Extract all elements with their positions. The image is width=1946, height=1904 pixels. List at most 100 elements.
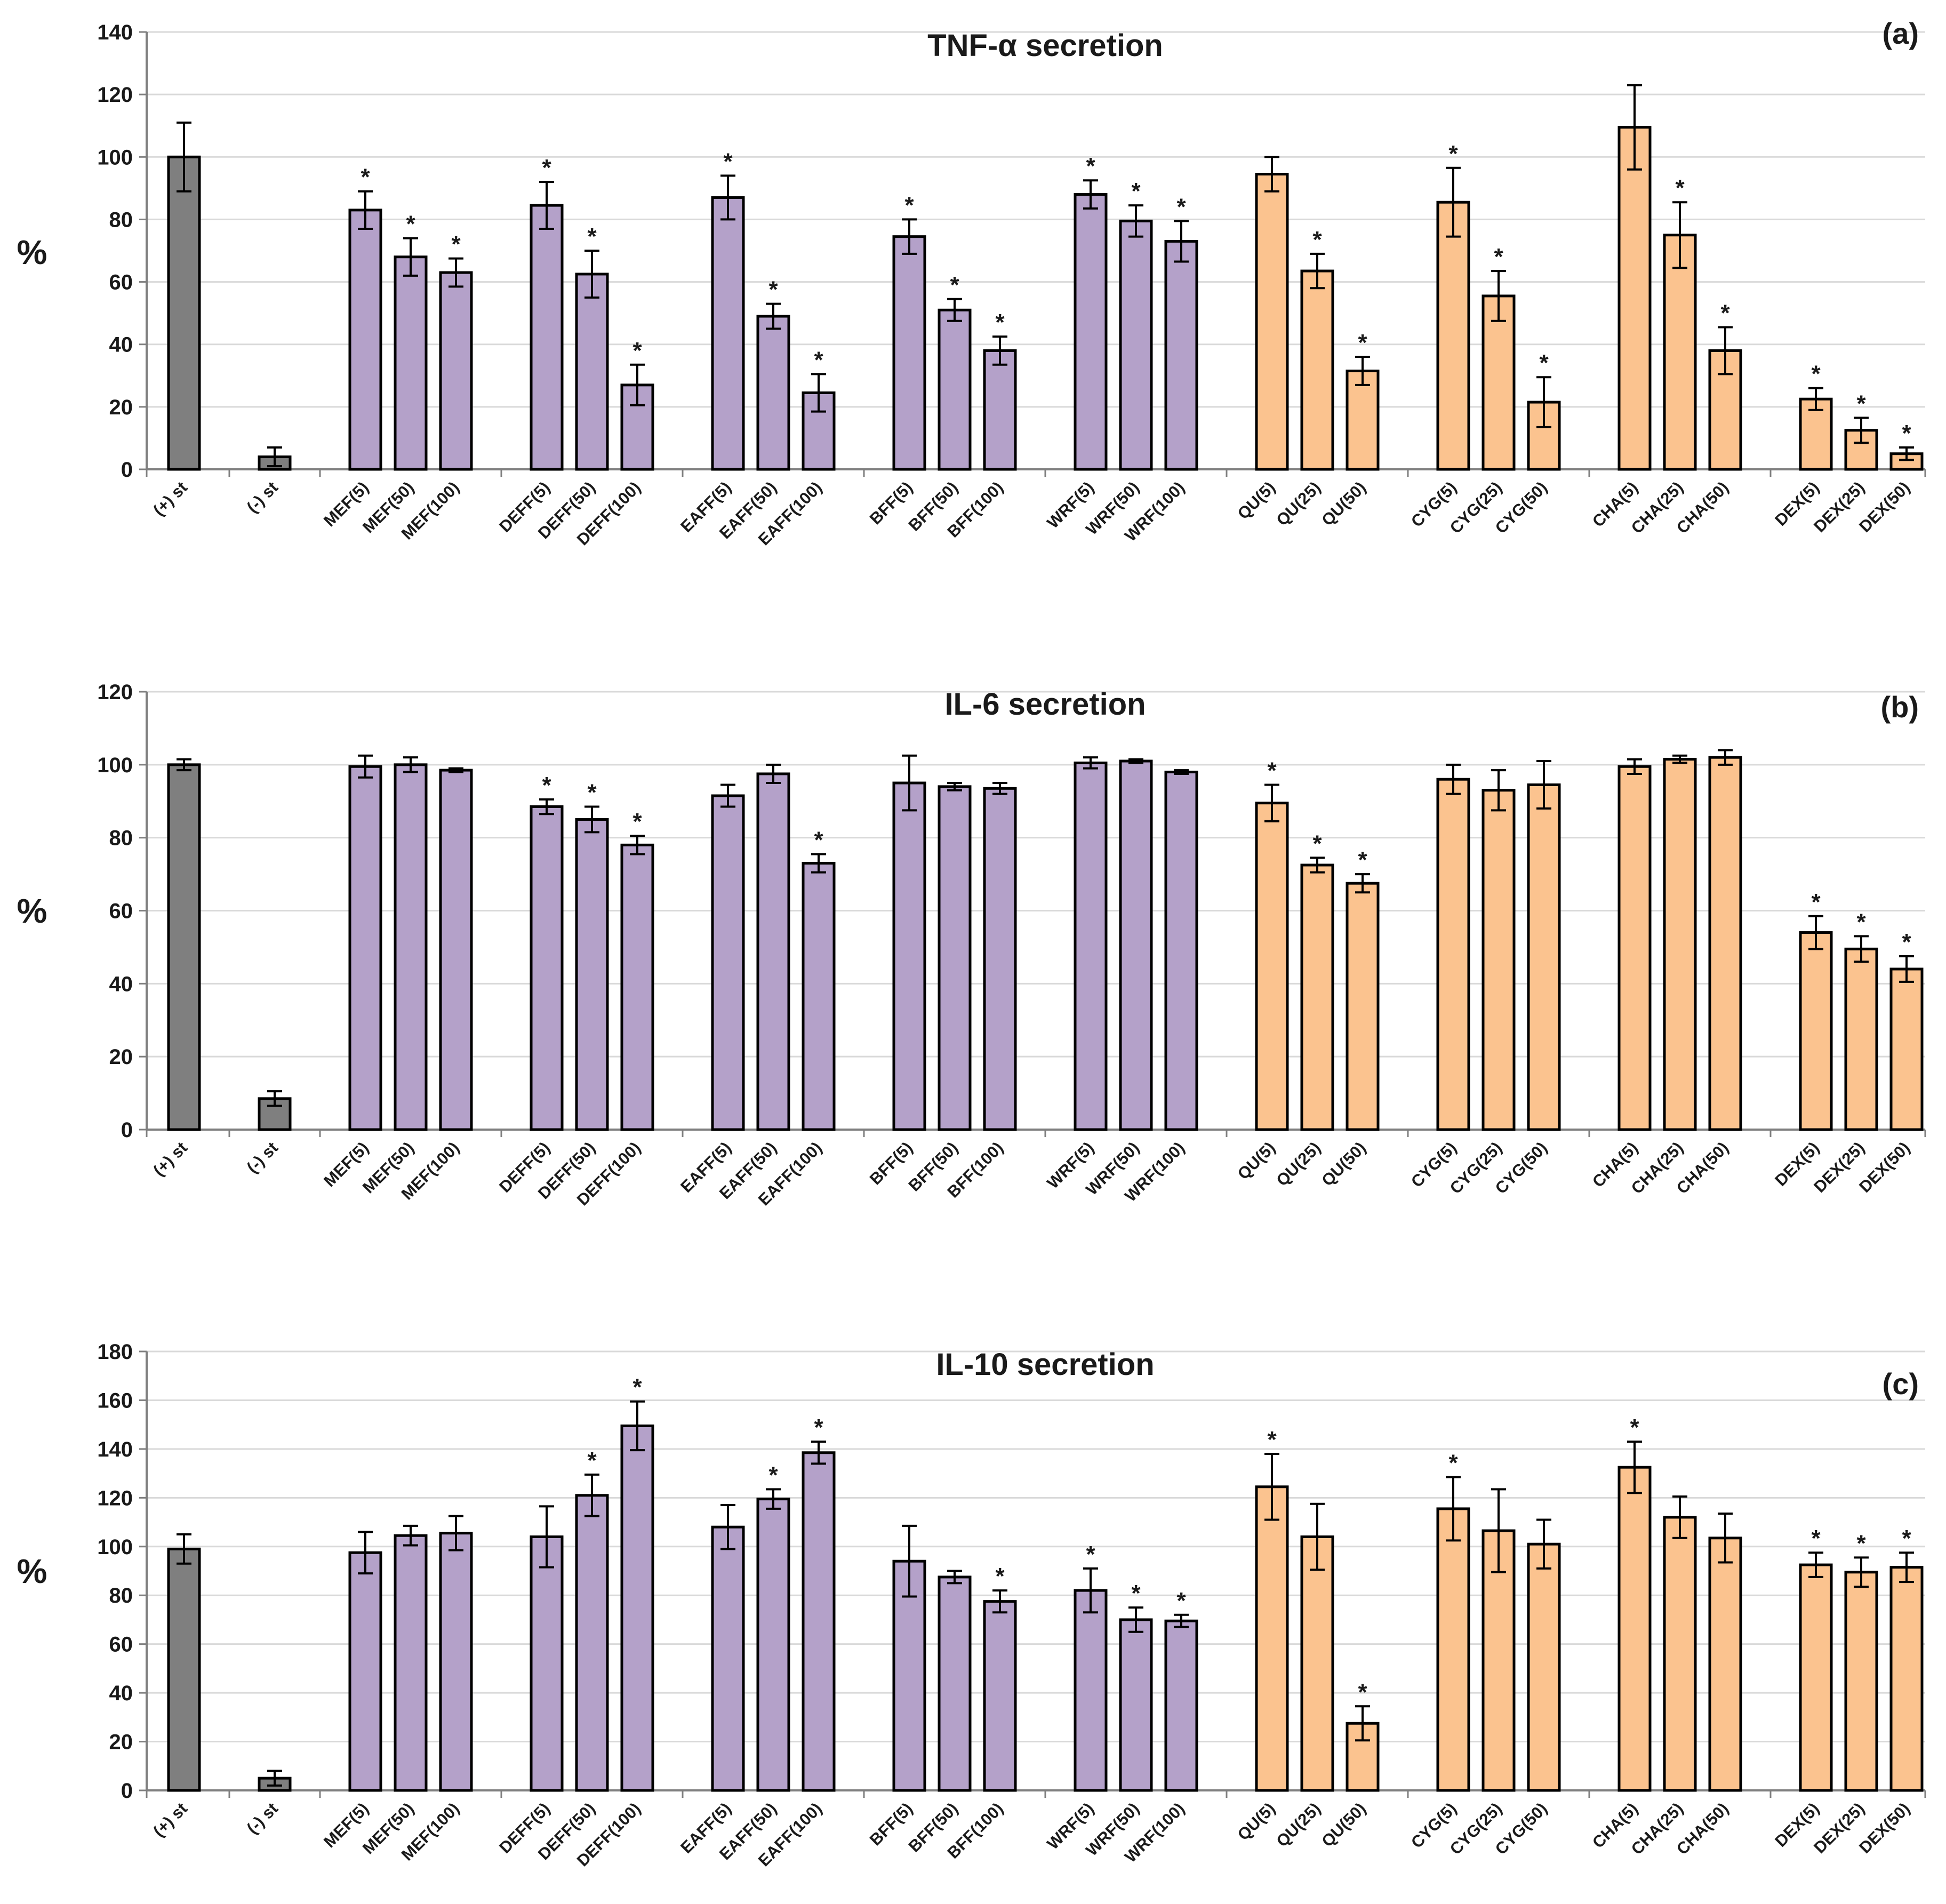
significance-star: *: [1856, 390, 1866, 417]
bar-(+) st: [167, 763, 201, 1131]
y-tick-label: 100: [97, 146, 133, 169]
error-bar: [539, 181, 554, 230]
error-bar: [1083, 179, 1098, 210]
significance-star: *: [542, 155, 551, 181]
error-bar: [1627, 1441, 1642, 1494]
bar-BFF(100): [983, 349, 1017, 471]
bar-MEF(50): [394, 1534, 428, 1792]
bar-CHA(50): [1708, 756, 1742, 1131]
significance-star: *: [768, 1462, 778, 1488]
x-tick-label: QU(50): [1318, 478, 1370, 530]
bar-(+) st: [167, 1547, 201, 1792]
bar-WRF(50): [1119, 219, 1153, 471]
significance-star: *: [632, 338, 642, 364]
significance-star: *: [587, 1447, 597, 1474]
significance-star: *: [1902, 1525, 1911, 1551]
bar-QU(5): [1255, 802, 1289, 1131]
error-bar: [267, 1770, 282, 1787]
error-bar: [1854, 935, 1869, 963]
bar-MEF(50): [394, 255, 428, 471]
error-bar: [1355, 873, 1370, 894]
error-bar: [1627, 84, 1642, 171]
bar-MEF(5): [348, 1551, 382, 1792]
significance-star: *: [1494, 244, 1503, 270]
error-bar: [1718, 749, 1733, 766]
bar-QU(50): [1346, 1722, 1380, 1792]
significance-star: *: [1267, 1427, 1277, 1453]
significance-star: *: [632, 1374, 642, 1401]
error-bar: [449, 767, 463, 773]
bar-DEX(5): [1799, 931, 1833, 1131]
significance-star: *: [361, 164, 370, 190]
y-tick-label: 60: [109, 1633, 133, 1657]
y-tick-label: 20: [109, 396, 133, 419]
significance-star: *: [1358, 330, 1367, 356]
significance-star: *: [587, 780, 597, 806]
significance-star: *: [1086, 153, 1095, 179]
error-bar: [1355, 356, 1370, 386]
error-bar: [1536, 376, 1551, 428]
significance-star: *: [1267, 757, 1277, 783]
significance-star: *: [723, 148, 733, 174]
significance-star: *: [950, 272, 959, 298]
y-tick-label: 60: [109, 271, 133, 294]
error-bar: [947, 782, 962, 791]
bar-BFF(50): [938, 785, 972, 1131]
significance-star: *: [1811, 889, 1821, 915]
bar-CHA(50): [1708, 1537, 1742, 1792]
significance-star: *: [1448, 1450, 1458, 1476]
significance-star: *: [1539, 350, 1549, 376]
error-bar: [1672, 754, 1687, 764]
error-bar: [720, 783, 735, 808]
error-bar: [449, 257, 463, 288]
bar-CHA(5): [1617, 1466, 1652, 1792]
error-bar: [811, 373, 826, 413]
error-bar: [902, 754, 917, 812]
bar-MEF(100): [439, 271, 473, 471]
significance-star: *: [632, 809, 642, 835]
error-bar: [947, 298, 962, 322]
x-tick-label: DEX(50): [1855, 1138, 1913, 1196]
error-bar: [1310, 1502, 1325, 1571]
bar-DEFF(5): [530, 1535, 564, 1792]
y-tick-label: 140: [97, 1438, 133, 1461]
x-tick-label: QU(50): [1318, 1138, 1370, 1190]
error-bar: [766, 302, 781, 330]
y-tick-label: 140: [97, 21, 133, 44]
error-bar: [584, 1473, 599, 1517]
bar-EAFF(100): [802, 862, 836, 1131]
significance-star: *: [1811, 1525, 1821, 1551]
error-bar: [358, 1531, 373, 1575]
significance-star: *: [814, 347, 823, 373]
error-bar: [992, 782, 1007, 795]
bar-BFF(5): [892, 781, 926, 1131]
error-bar: [811, 1441, 826, 1465]
bar-DEX(5): [1799, 1563, 1833, 1792]
bar-DEFF(50): [575, 818, 609, 1131]
y-tick-label: 0: [121, 1118, 133, 1142]
bar-QU(5): [1255, 1485, 1289, 1792]
error-bar: [1264, 1453, 1279, 1521]
error-bar: [947, 1570, 962, 1585]
error-bar: [1854, 417, 1869, 444]
chart-title: IL-10 secretion: [936, 1347, 1154, 1382]
bar-CYG(25): [1481, 294, 1516, 471]
bar-DEFF(5): [530, 805, 564, 1131]
y-tick-label: 40: [109, 1682, 133, 1705]
error-bar: [1854, 1556, 1869, 1588]
x-tick-label: DEX(50): [1855, 478, 1913, 536]
x-tick-label: DEX(50): [1855, 1799, 1913, 1857]
panel-label: (a): [1883, 17, 1919, 50]
x-tick-label: QU(25): [1272, 478, 1324, 530]
bar-CHA(5): [1617, 765, 1652, 1131]
y-tick-label: 80: [109, 827, 133, 850]
significance-star: *: [1358, 847, 1367, 873]
error-bar: [403, 1524, 418, 1547]
bar-BFF(5): [892, 235, 926, 471]
bar-DEFF(50): [575, 273, 609, 471]
y-tick-label: 20: [109, 1045, 133, 1069]
bar-DEFF(50): [575, 1494, 609, 1792]
error-bar: [1808, 1551, 1823, 1578]
significance-star: *: [1312, 227, 1322, 253]
error-bar: [539, 798, 554, 815]
